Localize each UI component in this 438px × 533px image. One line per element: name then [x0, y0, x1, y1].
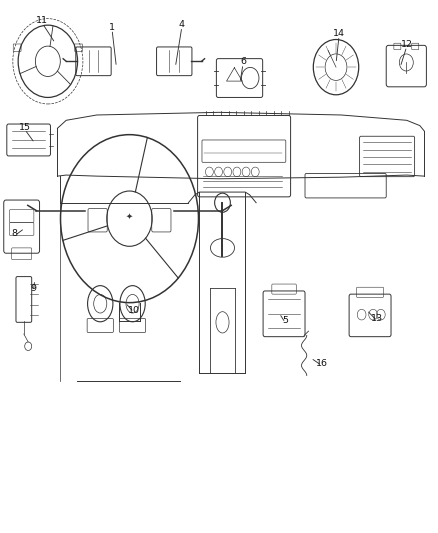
Text: ✦: ✦ [126, 212, 133, 221]
Text: 16: 16 [316, 359, 328, 368]
Text: 5: 5 [283, 316, 288, 325]
Text: 8: 8 [12, 229, 18, 238]
Text: 12: 12 [401, 40, 413, 49]
Text: 15: 15 [19, 123, 31, 132]
Text: 6: 6 [240, 58, 246, 66]
Text: 9: 9 [30, 284, 36, 293]
Text: 10: 10 [128, 305, 140, 314]
Text: 1: 1 [109, 23, 115, 32]
Text: 4: 4 [179, 20, 185, 29]
Text: 11: 11 [36, 17, 48, 26]
Text: 14: 14 [333, 29, 345, 38]
Text: 13: 13 [371, 314, 383, 323]
